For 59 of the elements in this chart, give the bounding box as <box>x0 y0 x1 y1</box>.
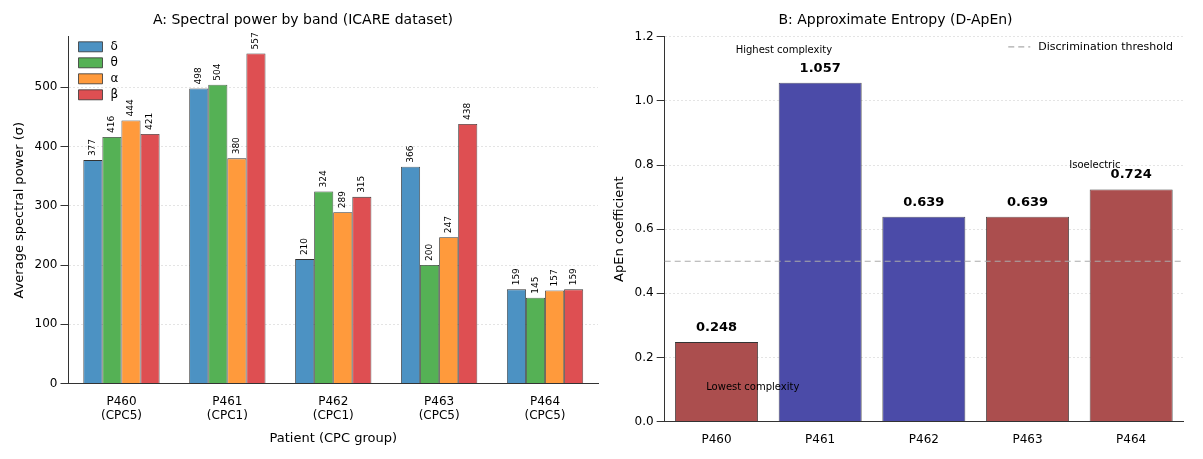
x-tick-label: P463 <box>1012 431 1043 446</box>
y-tick-label: 1.2 <box>634 28 654 43</box>
x-tick-label: P463 (CPC5) <box>418 393 460 423</box>
y-tick-label: 200 <box>34 257 58 272</box>
data-label: 504 <box>212 63 223 81</box>
data-label: 324 <box>318 170 329 188</box>
data-label: 380 <box>231 136 242 155</box>
data-label: 145 <box>529 276 540 294</box>
x-tick-label: P461 (CPC1) <box>206 393 248 423</box>
x-tick-label: P462 (CPC1) <box>312 393 354 423</box>
x-tick-label: P460 (CPC5) <box>100 393 142 423</box>
data-label: 247 <box>443 215 454 234</box>
data-label: 0.639 <box>903 193 945 209</box>
legend-label: α <box>110 70 119 85</box>
data-label: 444 <box>125 98 136 117</box>
y-axis-title: Average spectral power (σ) <box>11 121 27 299</box>
y-tick-label: 0.2 <box>634 349 654 364</box>
x-tick-label: P464 <box>1116 431 1147 446</box>
data-label: 557 <box>250 32 261 50</box>
data-label: 421 <box>144 112 155 131</box>
data-label: 377 <box>87 138 98 157</box>
legend-label: β <box>110 86 119 101</box>
y-tick-label: 0.8 <box>634 157 654 172</box>
y-tick-label: 0.6 <box>634 221 654 236</box>
y-tick-label: 100 <box>34 316 58 331</box>
legend-label: Discrimination threshold <box>1038 39 1174 53</box>
data-label: 315 <box>356 175 367 193</box>
data-label: 366 <box>404 145 415 163</box>
data-label: 438 <box>462 102 473 120</box>
annotation: Highest complexity <box>735 43 833 55</box>
y-tick-label: 0 <box>49 375 58 390</box>
x-tick-label: P461 <box>805 431 836 446</box>
data-label: 159 <box>510 267 521 286</box>
y-axis-title: ApEn coefficient <box>611 176 627 282</box>
data-label: 416 <box>106 115 117 133</box>
y-tick-label: 1.0 <box>634 93 654 108</box>
data-label: 200 <box>423 243 434 262</box>
y-tick-label: 500 <box>34 79 58 94</box>
annotation: Lowest complexity <box>706 380 800 392</box>
y-tick-label: 400 <box>34 138 58 153</box>
data-label: 1.057 <box>799 59 841 75</box>
x-tick-label: P460 <box>701 431 732 446</box>
data-label: 159 <box>567 267 578 286</box>
legend-label: θ <box>110 54 118 69</box>
data-label: 0.248 <box>695 318 738 334</box>
chart-title: A: Spectral power by band (ICARE dataset) <box>152 11 454 28</box>
y-tick-label: 0.4 <box>634 285 654 300</box>
data-label: 498 <box>193 66 204 85</box>
legend-label: δ <box>110 38 118 53</box>
y-tick-label: 0.0 <box>634 413 654 428</box>
data-label: 210 <box>299 237 309 256</box>
x-tick-label: P462 <box>908 431 939 446</box>
data-label: 157 <box>548 269 559 287</box>
data-label: 289 <box>337 190 348 209</box>
y-tick-label: 300 <box>34 197 58 212</box>
data-label: 0.639 <box>1006 193 1049 209</box>
chart-title: B: Approximate Entropy (D-ApEn) <box>778 11 1013 28</box>
x-axis-title: Patient (CPC group) <box>269 429 397 445</box>
x-tick-label: P464 (CPC5) <box>524 393 566 423</box>
